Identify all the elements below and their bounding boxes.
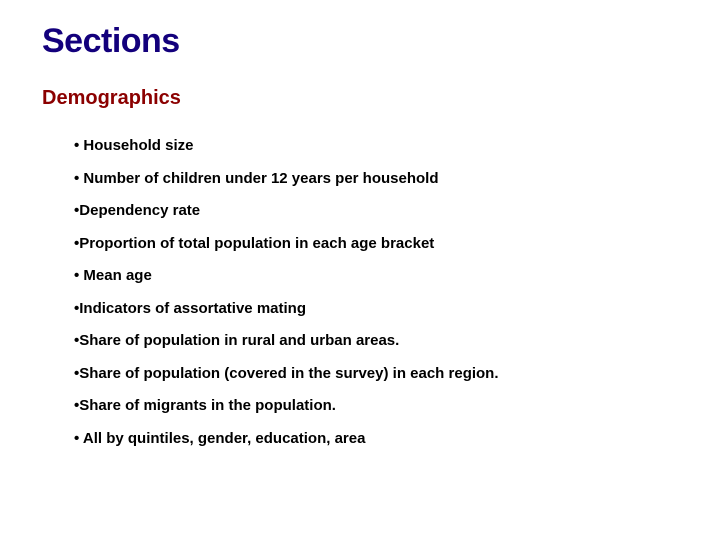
bullet-item: •Proportion of total population in each …: [74, 234, 678, 254]
section-subtitle: Demographics: [42, 87, 678, 110]
bullet-text: Share of migrants in the population.: [79, 397, 336, 414]
bullet-text: Proportion of total population in each a…: [79, 235, 434, 252]
bullet-item: •Indicators of assortative mating: [74, 299, 678, 319]
bullet-text: Dependency rate: [79, 202, 200, 219]
slide-container: Sections Demographics • Household size •…: [0, 0, 720, 491]
bullet-text: Share of population in rural and urban a…: [79, 332, 399, 349]
bullet-text: Indicators of assortative mating: [79, 300, 306, 317]
bullet-text: Mean age: [79, 267, 152, 284]
bullet-text: All by quintiles, gender, education, are…: [79, 430, 365, 447]
bullet-item: • Household size: [74, 136, 678, 156]
bullet-item: •Share of migrants in the population.: [74, 396, 678, 416]
bullet-item: •Share of population in rural and urban …: [74, 331, 678, 351]
bullet-item: •Dependency rate: [74, 201, 678, 221]
bullet-text: Number of children under 12 years per ho…: [79, 170, 438, 187]
bullet-item: • Mean age: [74, 266, 678, 286]
bullet-item: • All by quintiles, gender, education, a…: [74, 429, 678, 449]
bullet-text: Share of population (covered in the surv…: [79, 365, 498, 382]
bullet-item: •Share of population (covered in the sur…: [74, 364, 678, 384]
bullet-list: • Household size • Number of children un…: [74, 136, 678, 448]
page-title: Sections: [42, 22, 678, 61]
bullet-item: • Number of children under 12 years per …: [74, 169, 678, 189]
bullet-text: Household size: [79, 137, 193, 154]
